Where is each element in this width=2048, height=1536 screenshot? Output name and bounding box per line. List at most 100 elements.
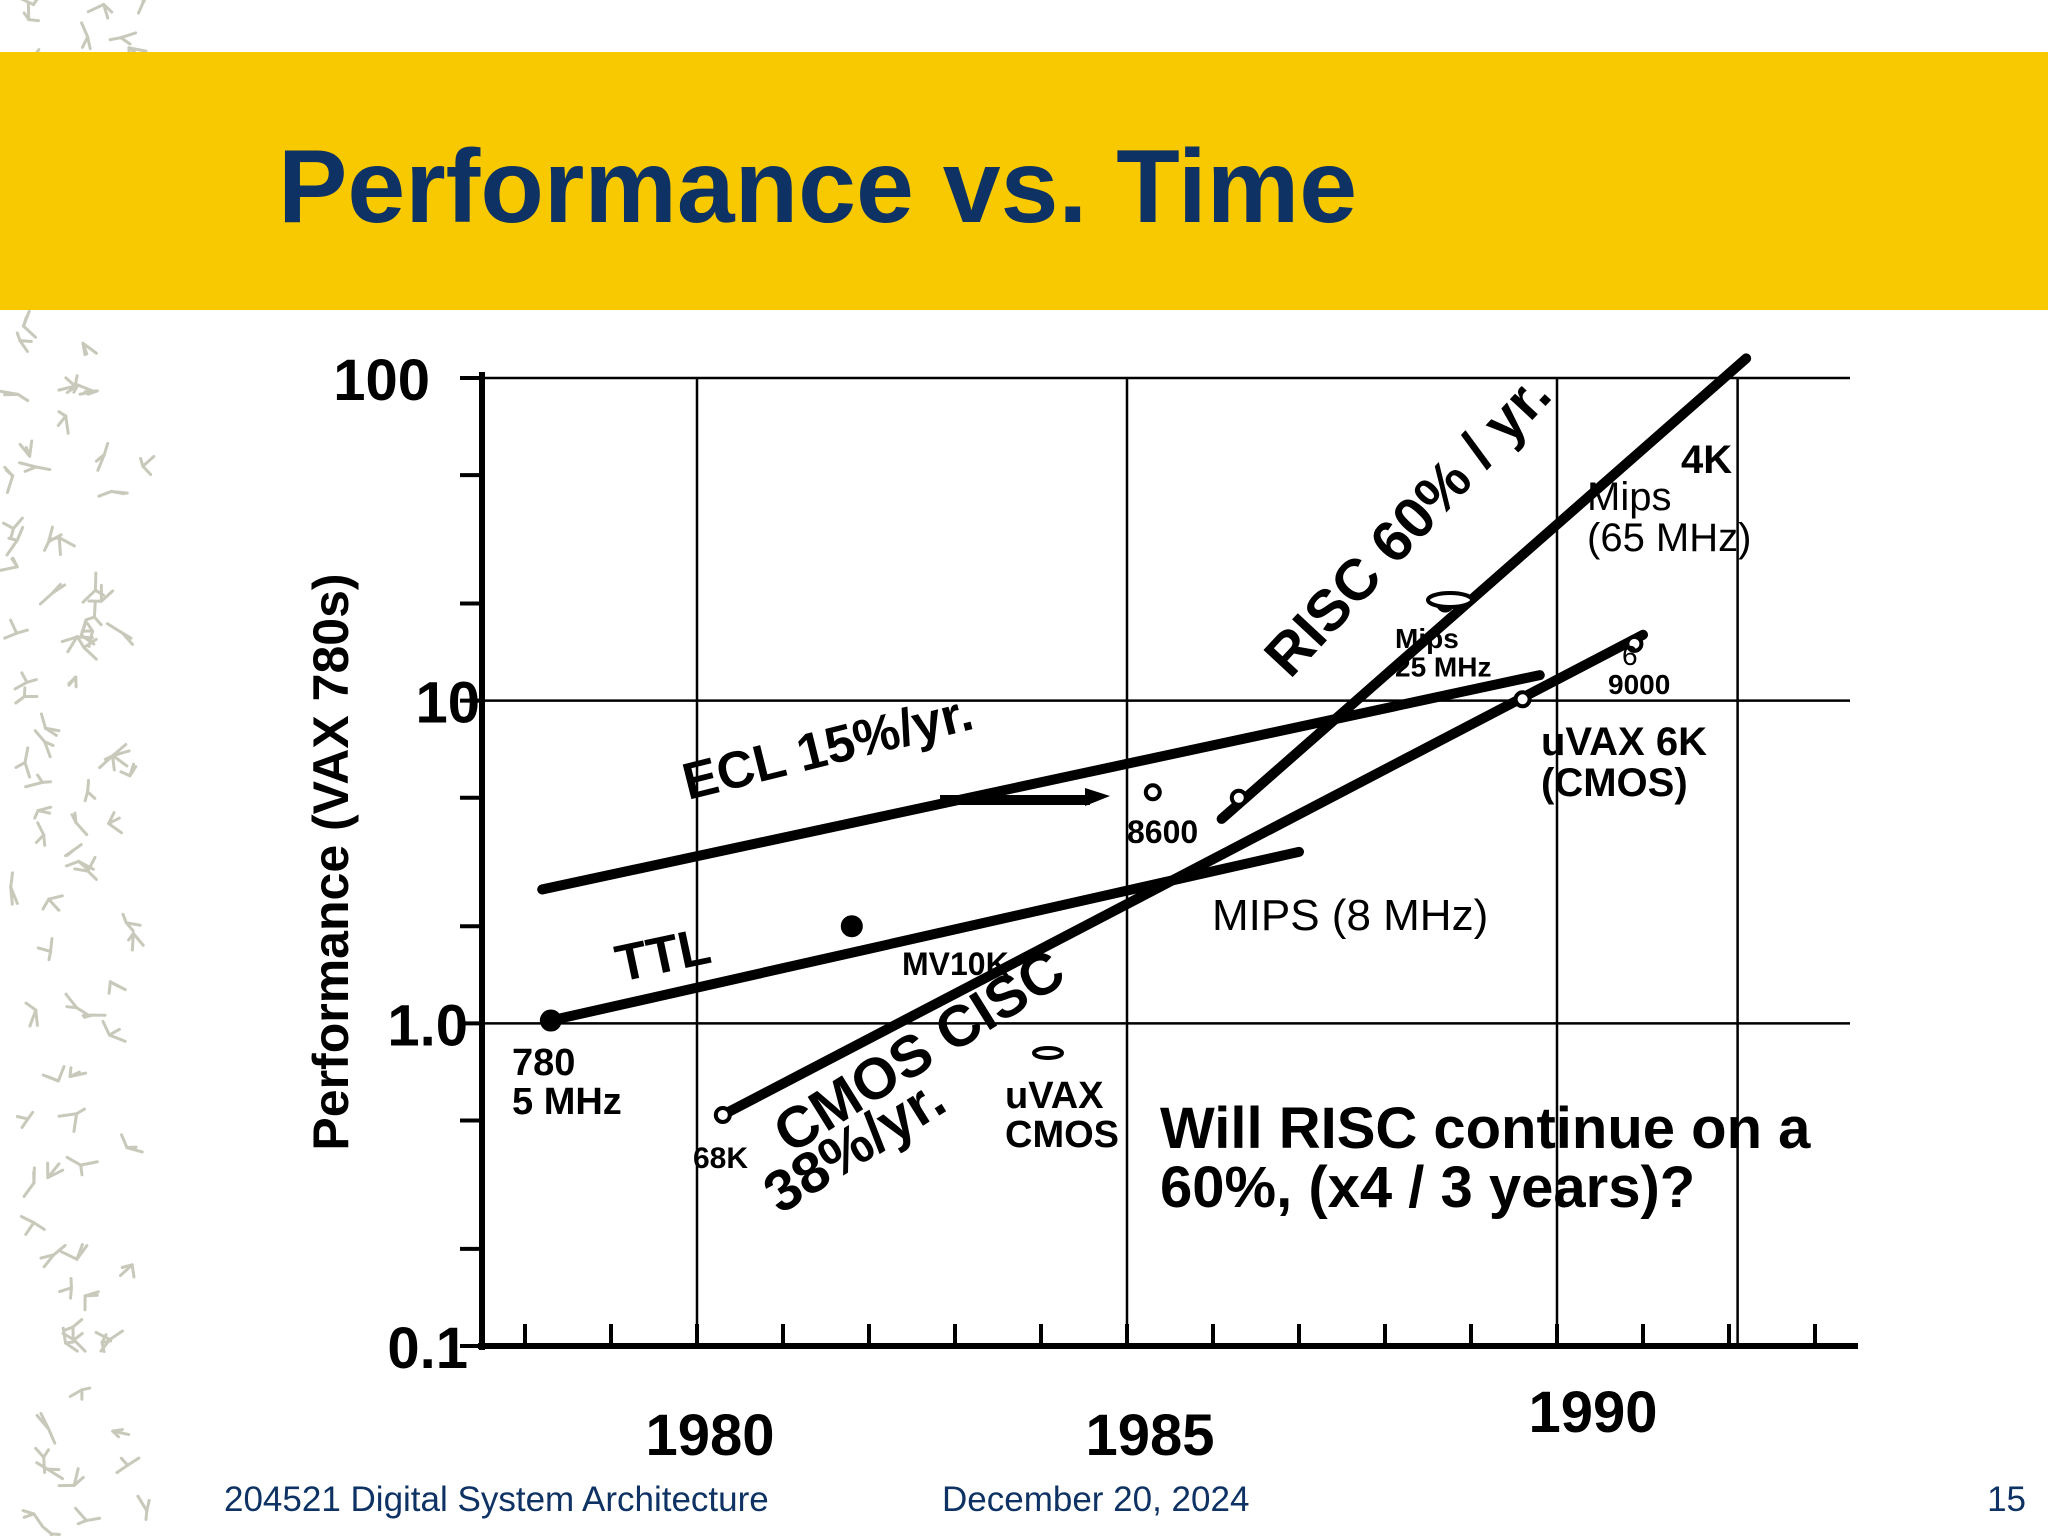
- pattern-glyph: [75, 634, 98, 661]
- pattern-glyph: [15, 331, 33, 353]
- data-point: [1513, 690, 1532, 709]
- pattern-glyph: [139, 454, 156, 477]
- pattern-glyph: [97, 489, 129, 498]
- pattern-glyph: [59, 1243, 89, 1261]
- pattern-glyph: [41, 894, 64, 912]
- footer-date: December 20, 2024: [942, 1480, 1250, 1519]
- pattern-glyph: [39, 712, 61, 737]
- pattern-glyph: [34, 1446, 51, 1474]
- pattern-glyph: [56, 410, 70, 435]
- data-point: [1143, 783, 1162, 802]
- pattern-glyph: [21, 1509, 45, 1529]
- pattern-glyph: [0, 556, 19, 572]
- data-point: [539, 1009, 562, 1032]
- pattern-glyph: [33, 805, 53, 820]
- pattern-glyph: [73, 855, 98, 881]
- pattern-glyph: [78, 389, 99, 396]
- point-label: uVAX CMOS: [1005, 1075, 1119, 1156]
- point-label: MIPS (8 MHz): [1212, 891, 1488, 940]
- point-label: 4K: [1681, 438, 1732, 482]
- footer-course: 204521 Digital System Architecture: [224, 1480, 769, 1519]
- pattern-glyph: [63, 1318, 84, 1339]
- point-label: 6: [1622, 640, 1638, 671]
- pattern-glyph: [9, 871, 19, 906]
- x-tick-label: 1990: [1528, 1380, 1657, 1445]
- pattern-glyph: [119, 762, 138, 778]
- series-line: [537, 670, 1545, 895]
- pattern-glyph: [67, 675, 78, 689]
- pattern-glyph: [115, 1456, 141, 1475]
- pattern-glyph: [24, 1001, 39, 1028]
- pattern-glyph: [46, 1161, 65, 1180]
- point-label: MV10K: [902, 946, 1009, 982]
- slide-title: Performance vs. Time: [278, 129, 1358, 245]
- pattern-glyph: [13, 671, 38, 691]
- pattern-glyph: [14, 746, 32, 779]
- pattern-glyph: [107, 811, 123, 835]
- pattern-glyph: [43, 525, 63, 552]
- data-point: [1229, 788, 1248, 807]
- pattern-glyph: [83, 778, 97, 803]
- pattern-glyph: [86, 2, 114, 20]
- page-number: 15: [1987, 1480, 2026, 1519]
- point-label: Mips (65 MHz): [1587, 475, 1751, 560]
- pattern-glyph: [3, 465, 15, 495]
- data-point: [1426, 591, 1474, 609]
- pattern-glyph: [118, 1263, 136, 1279]
- pattern-glyph: [22, 1166, 36, 1198]
- point-label: 780 5 MHz: [512, 1042, 622, 1123]
- point-label: Mips 25 MHz: [1395, 623, 1491, 683]
- data-point: [1032, 1046, 1064, 1060]
- y-tick-label: 100: [333, 348, 430, 413]
- point-label: 8600: [1127, 814, 1198, 850]
- pattern-glyph: [20, 0, 39, 7]
- pattern-glyph: [83, 1290, 100, 1312]
- pattern-glyph: [100, 1333, 113, 1354]
- pattern-glyph: [137, 0, 147, 15]
- pattern-glyph: [105, 622, 135, 646]
- pattern-glyph: [14, 686, 39, 705]
- pattern-glyph: [57, 1107, 87, 1133]
- pattern-glyph: [61, 1326, 79, 1353]
- x-tick-label: 1980: [645, 1403, 774, 1468]
- pattern-glyph: [70, 811, 89, 837]
- point-label: uVAX 6K (CMOS): [1541, 720, 1707, 805]
- question-annotation: Will RISC continue on a 60%, (x4 / 3 year…: [1160, 1096, 1811, 1220]
- point-label: 68K: [693, 1142, 748, 1175]
- pattern-glyph: [24, 773, 52, 789]
- series-line: [717, 629, 1648, 1120]
- pattern-glyph: [22, 1, 40, 23]
- pattern-glyph: [38, 582, 67, 606]
- y-axis-label: Performance (VAX 780s): [303, 573, 359, 1150]
- pattern-glyph: [33, 729, 55, 759]
- pattern-glyph: [42, 1526, 61, 1536]
- series-line: [1216, 353, 1752, 824]
- pattern-glyph: [127, 931, 145, 952]
- pattern-glyph: [68, 1386, 92, 1401]
- pattern-glyph: [22, 309, 38, 339]
- y-tick-label: 0.1: [387, 1316, 468, 1381]
- pattern-glyph: [111, 1428, 131, 1439]
- point-label: 9000: [1608, 669, 1670, 700]
- pattern-glyph: [58, 1277, 73, 1300]
- pattern-glyph: [108, 31, 138, 46]
- series-label-ecl: ECL 15%/yr.: [677, 684, 979, 812]
- pattern-glyph: [0, 389, 30, 403]
- data-point: [1625, 634, 1644, 653]
- title-band: [0, 52, 2048, 310]
- pattern-glyph: [63, 843, 83, 858]
- pattern-glyph: [18, 461, 52, 473]
- pattern-glyph: [94, 441, 110, 472]
- pattern-glyph: [79, 618, 96, 646]
- y-tick-label: 1.0: [387, 993, 468, 1058]
- pattern-glyph: [136, 1494, 151, 1521]
- pattern-glyph: [19, 1214, 46, 1236]
- y-tick-label: 10: [415, 671, 480, 736]
- pattern-glyph: [120, 1133, 144, 1154]
- pattern-glyph: [65, 1155, 99, 1177]
- pattern-glyph: [101, 1019, 127, 1043]
- arrow-head: [1085, 788, 1110, 806]
- pattern-glyph: [18, 439, 34, 458]
- pattern-glyph: [107, 980, 127, 995]
- pattern-glyph: [80, 21, 92, 51]
